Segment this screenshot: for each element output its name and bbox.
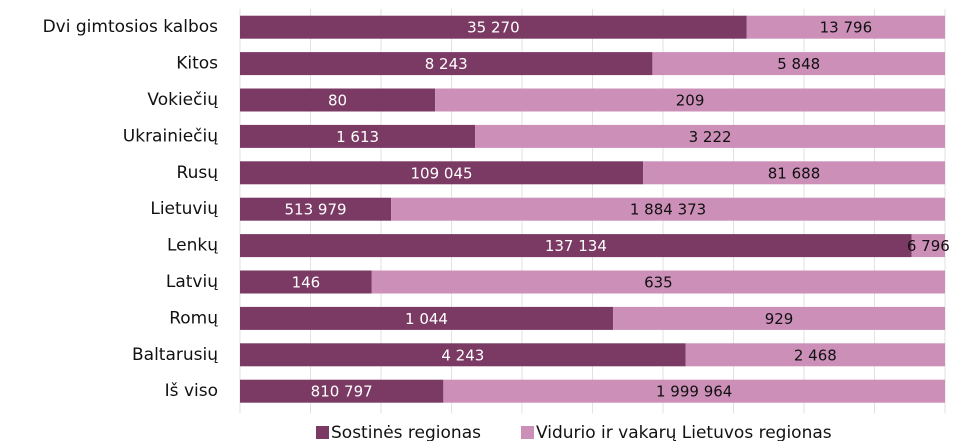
bar-segment <box>240 379 444 403</box>
bar-segment <box>746 15 945 39</box>
category-label: Rusų <box>177 163 219 183</box>
bar-segment <box>435 88 945 112</box>
value-label: 4 243 <box>441 346 484 364</box>
value-label: 635 <box>644 274 673 292</box>
value-label: 1 044 <box>405 310 448 328</box>
category-label: Lietuvių <box>150 199 218 219</box>
category-label: Iš viso <box>165 381 218 401</box>
bar-segment <box>391 197 945 221</box>
value-label: 1 613 <box>336 128 379 146</box>
value-label: 109 045 <box>411 164 473 182</box>
category-label: Vokiečių <box>147 90 218 110</box>
value-label: 6 796 <box>907 237 950 255</box>
value-label: 209 <box>676 92 705 110</box>
value-label: 8 243 <box>425 55 468 73</box>
bar-segment <box>685 343 945 367</box>
legend-swatch <box>316 426 329 439</box>
legend-swatch <box>520 426 534 439</box>
category-label: Lenkų <box>167 236 218 256</box>
value-label: 513 979 <box>285 201 347 219</box>
value-label: 81 688 <box>768 164 821 182</box>
value-label: 2 468 <box>794 346 837 364</box>
legend: Sostinės regionas Vidurio ir vakarų Lietu… <box>316 423 832 441</box>
bar-segment <box>240 270 372 294</box>
bar-segment <box>652 52 945 76</box>
category-label: Latvių <box>166 272 218 292</box>
bar-segment <box>240 161 644 185</box>
bar-segment <box>371 270 945 294</box>
value-label: 137 134 <box>545 237 607 255</box>
value-label: 80 <box>328 92 347 110</box>
bar-segment <box>240 234 912 258</box>
bar-segment <box>240 52 653 76</box>
category-label: Ukrainiečių <box>123 126 218 146</box>
legend-label: Sostinės regionas <box>331 423 481 441</box>
bar-segment <box>475 124 945 148</box>
category-label: Kitos <box>176 54 218 74</box>
value-label: 810 797 <box>311 383 373 401</box>
value-label: 146 <box>292 274 321 292</box>
legend-label: Vidurio ir vakarų Lietuvos regionas <box>536 423 832 441</box>
value-label: 929 <box>765 310 794 328</box>
category-label: Dvi gimtosios kalbos <box>43 17 219 37</box>
value-label: 1 884 373 <box>630 201 706 219</box>
value-label: 13 796 <box>820 19 873 37</box>
category-label: Baltarusių <box>132 345 218 365</box>
value-label: 35 270 <box>467 19 520 37</box>
bar-segment <box>240 343 686 367</box>
value-label: 1 999 964 <box>656 383 732 401</box>
value-label: 3 222 <box>689 128 732 146</box>
bar-segment <box>613 306 945 330</box>
category-label: Romų <box>169 308 218 328</box>
bar-segment <box>240 197 392 221</box>
bar-segment <box>240 15 747 39</box>
value-label: 5 848 <box>777 55 820 73</box>
bar-segment <box>443 379 945 403</box>
bar-segment <box>240 88 436 112</box>
bar-segment <box>911 234 945 258</box>
bar-segment <box>240 124 476 148</box>
bar-segment <box>643 161 945 185</box>
bar-segment <box>240 306 614 330</box>
